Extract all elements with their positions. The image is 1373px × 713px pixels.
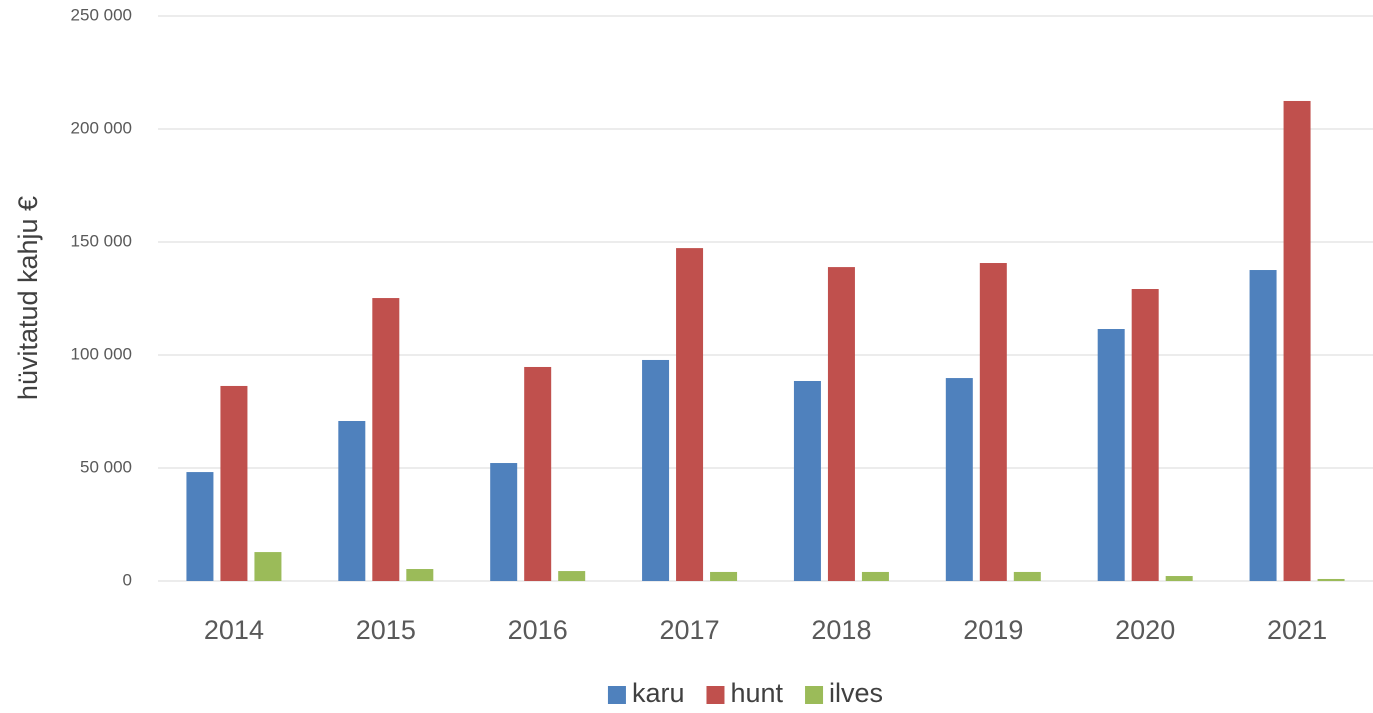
bar	[1013, 571, 1041, 581]
bar	[861, 571, 889, 581]
bar	[676, 248, 704, 582]
bar	[1283, 100, 1311, 581]
bar	[827, 267, 855, 581]
x-tick-label: 2014	[204, 615, 264, 645]
bar	[524, 366, 552, 581]
bar	[979, 263, 1007, 581]
bar	[945, 378, 973, 581]
legend-label: hunt	[730, 678, 783, 708]
legend-label: karu	[632, 678, 685, 708]
bar	[793, 380, 821, 581]
bar	[338, 420, 366, 581]
bar	[490, 463, 518, 581]
y-tick-label: 150 000	[71, 231, 132, 250]
x-tick-label: 2017	[660, 615, 720, 645]
bar	[1249, 270, 1277, 581]
y-tick-label: 100 000	[71, 344, 132, 363]
y-axis-title: hüvitatud kahju €	[13, 196, 43, 400]
bar	[1131, 289, 1159, 581]
bar	[186, 472, 214, 581]
legend-label: ilves	[829, 678, 883, 708]
y-tick-label: 50 000	[80, 457, 132, 476]
bar	[254, 552, 282, 581]
bar	[372, 298, 400, 581]
y-tick-label: 250 000	[71, 5, 132, 24]
bar	[710, 571, 738, 581]
x-tick-label: 2021	[1267, 615, 1327, 645]
y-tick-label: 0	[123, 570, 132, 589]
bar	[1317, 578, 1345, 581]
x-tick-label: 2016	[508, 615, 568, 645]
x-tick-label: 2018	[811, 615, 871, 645]
bar	[406, 569, 434, 581]
x-tick-label: 2015	[356, 615, 416, 645]
y-tick-label: 200 000	[71, 118, 132, 137]
bar	[220, 385, 248, 581]
bar	[1165, 576, 1193, 581]
bar	[1097, 329, 1125, 581]
x-tick-label: 2019	[963, 615, 1023, 645]
legend-swatch	[607, 686, 626, 704]
legend-swatch	[805, 686, 824, 704]
bar	[558, 571, 586, 581]
x-tick-label: 2020	[1115, 615, 1175, 645]
bar	[642, 359, 670, 581]
legend-swatch	[706, 686, 725, 704]
